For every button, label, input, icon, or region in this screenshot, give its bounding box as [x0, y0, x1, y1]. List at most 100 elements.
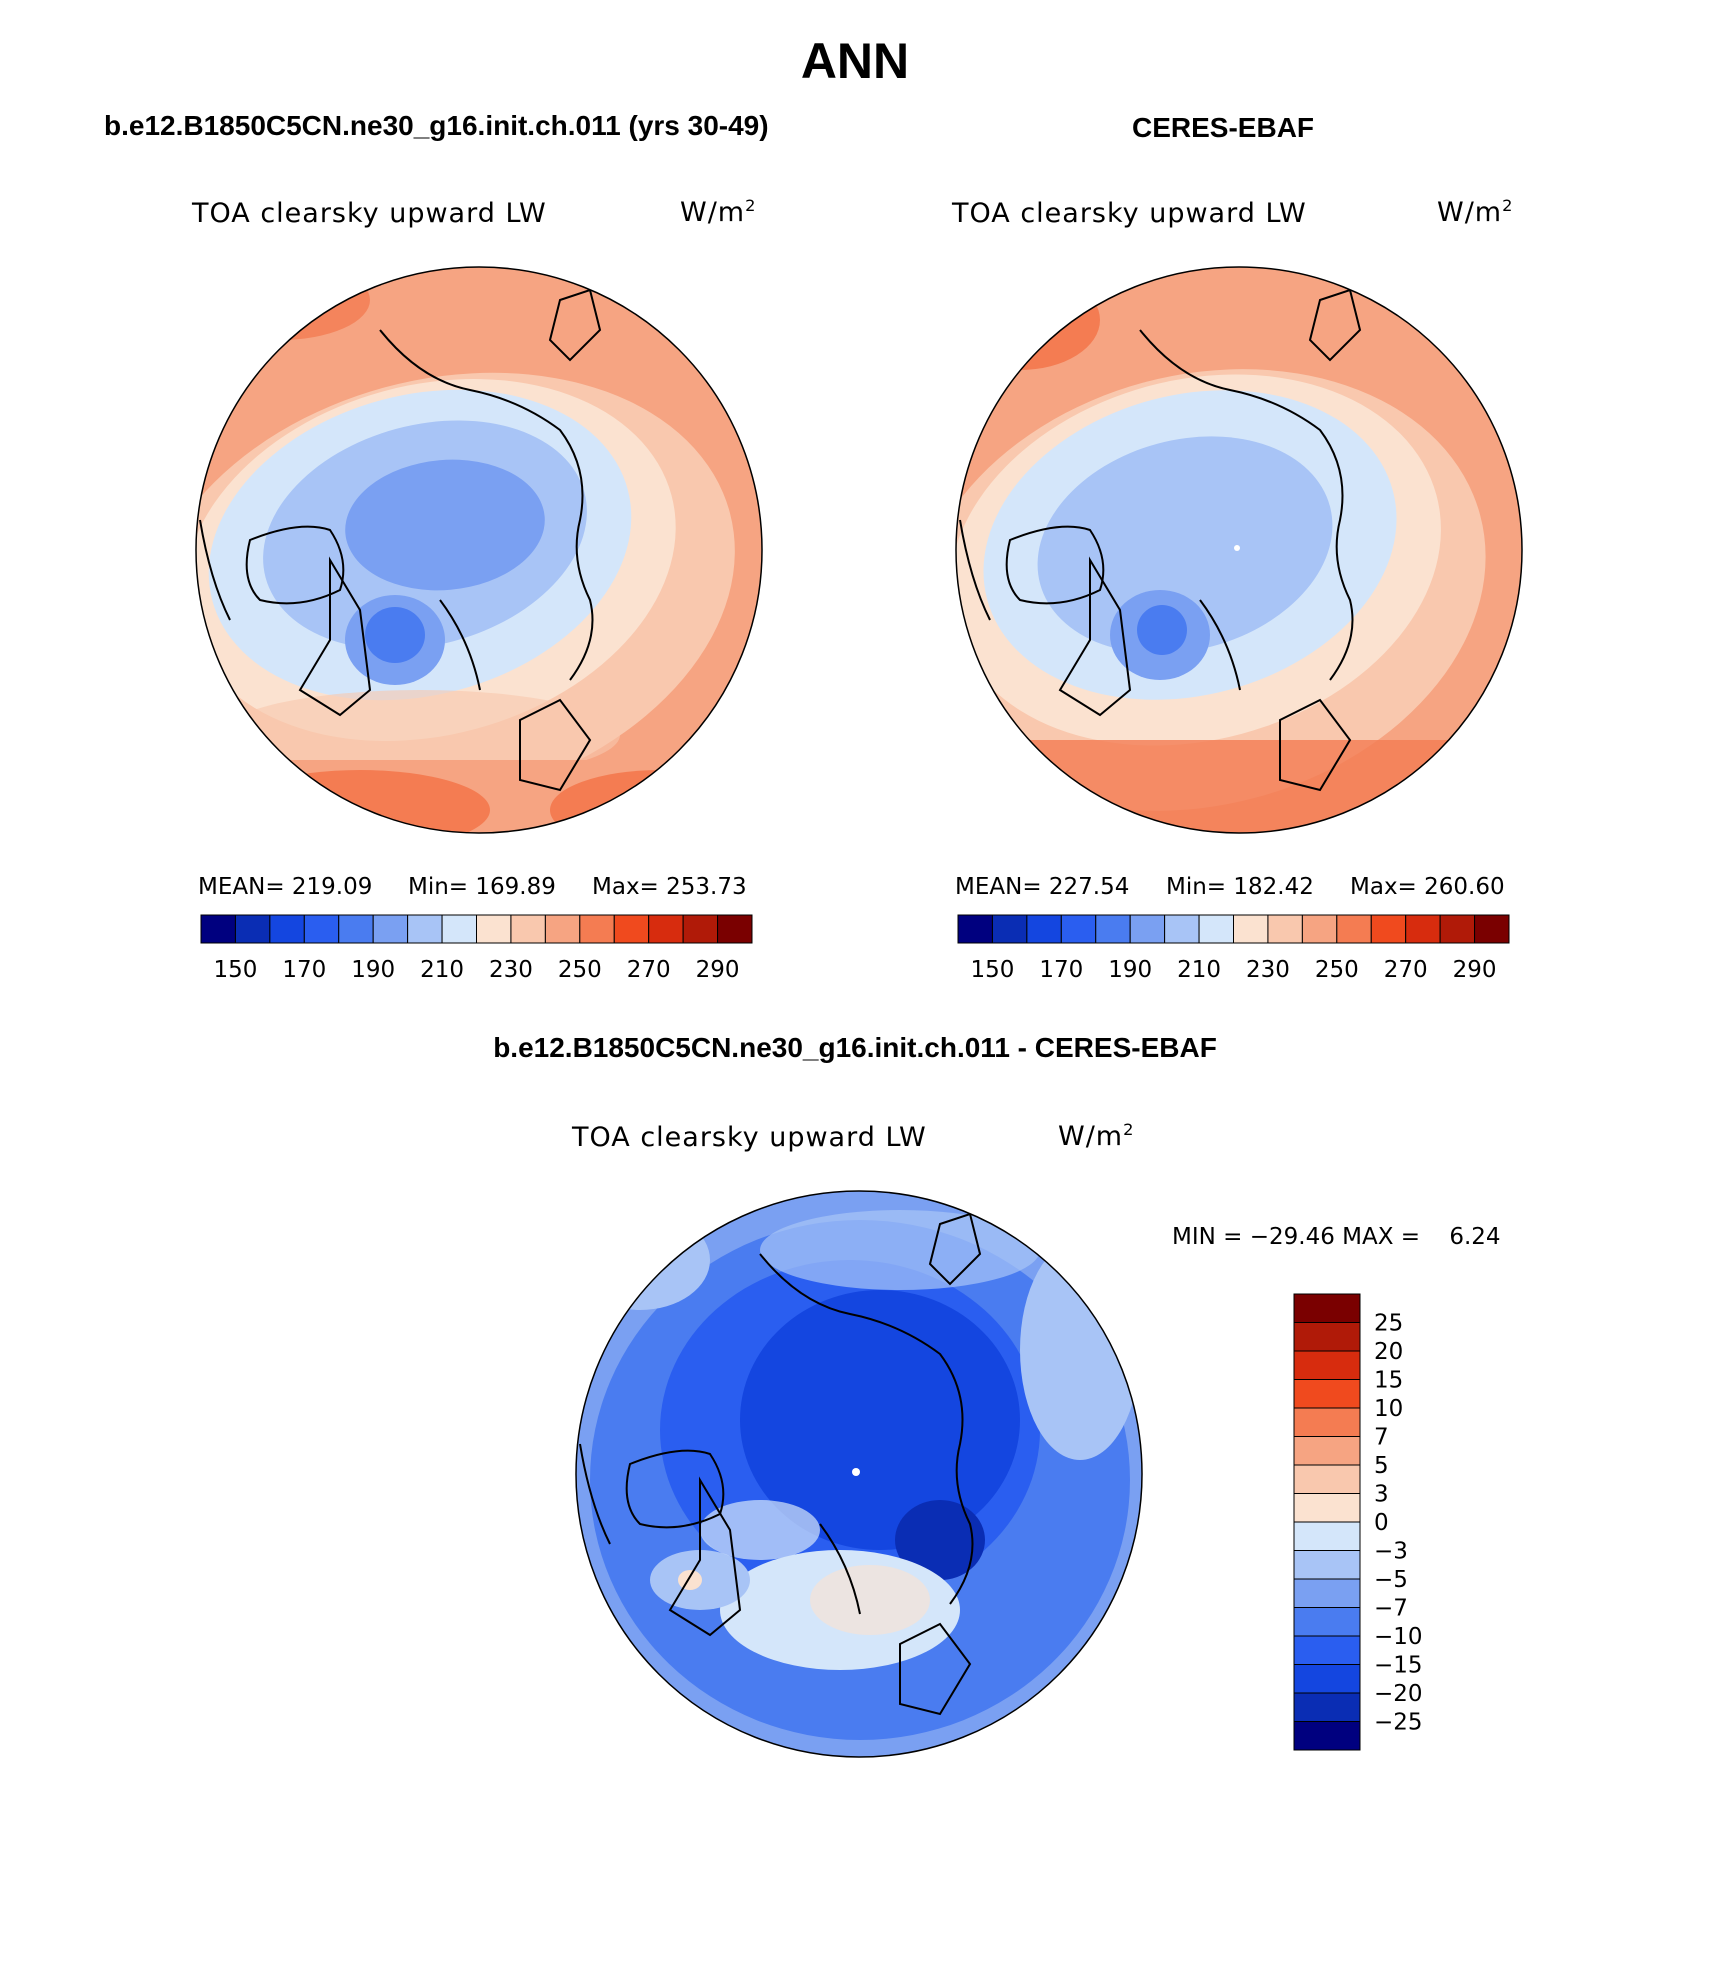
diff-colorbar-box-9 [1293, 1550, 1361, 1580]
diff-colorbar-box-7 [1293, 1493, 1361, 1523]
diff-colorbar-tick-label: 25 [1374, 1311, 1403, 1337]
model-colorbar-box-8 [476, 914, 512, 944]
diff-colorbar-tick-label: 10 [1374, 1396, 1403, 1422]
diff-colorbar-tick-label: −10 [1374, 1624, 1423, 1650]
diff-colorbar-tick-label: 15 [1374, 1368, 1403, 1394]
obs-colorbar-box-4 [1095, 914, 1131, 944]
model-colorbar-tick-label: 250 [558, 957, 602, 983]
model-colorbar-box-10 [544, 914, 581, 944]
obs-colorbar-tick-label: 210 [1177, 957, 1221, 983]
obs-colorbar-box-8 [1233, 914, 1269, 944]
diff-colorbar-tick-label: −15 [1374, 1653, 1423, 1679]
model-mean-text: MEAN= 219.09 [198, 874, 373, 900]
obs-colorbar: 150 170 190 210 230 250 270 290 [957, 914, 1510, 983]
diff-colorbar-box-8 [1293, 1521, 1361, 1551]
diff-colorbar-tick-label: −5 [1374, 1567, 1408, 1593]
obs-colorbar-tick-label: 290 [1453, 957, 1497, 983]
model-colorbar-box-15 [717, 914, 753, 944]
diff-variable-label: TOA clearsky upward LW [572, 1122, 927, 1153]
diff-colorbar-tick-label: 5 [1374, 1453, 1389, 1479]
model-colorbar-tick-label: 150 [213, 957, 257, 983]
diff-colorbar-tick-label: −3 [1374, 1539, 1408, 1565]
obs-min-text: Min= 182.42 [1166, 874, 1314, 900]
diff-colorbar-box-2 [1293, 1350, 1361, 1380]
model-colorbar-box-3 [303, 914, 340, 944]
diff-colorbar-tick-label: −7 [1374, 1596, 1408, 1622]
obs-colorbar-tick-label: 230 [1246, 957, 1290, 983]
model-polar-map [195, 266, 763, 834]
obs-mean-text: MEAN= 227.54 [955, 874, 1130, 900]
obs-colorbar-box-2 [1026, 914, 1062, 944]
obs-colorbar-box-14 [1439, 914, 1476, 944]
model-colorbar-box-4 [338, 914, 374, 944]
diff-units-label: W/m2 [1058, 1120, 1135, 1152]
model-colorbar-box-6 [407, 914, 443, 944]
model-colorbar-tick-label: 170 [282, 957, 326, 983]
diff-colorbar-tick-label: 3 [1374, 1482, 1389, 1508]
model-colorbar-box-13 [648, 914, 684, 944]
diff-colorbar-tick-label: 0 [1374, 1510, 1389, 1536]
model-colorbar-tick-label: 230 [489, 957, 533, 983]
obs-colorbar-tick-label: 270 [1384, 957, 1428, 983]
model-colorbar-tick-label: 290 [696, 957, 740, 983]
obs-colorbar-box-5 [1129, 914, 1166, 944]
diff-panel-title: b.e12.B1850C5CN.ne30_g16.init.ch.011 - C… [493, 1032, 1217, 1063]
diff-colorbar-tick-label: 7 [1374, 1425, 1389, 1451]
obs-units-label: W/m2 [1437, 196, 1514, 228]
obs-colorbar-box-13 [1405, 914, 1441, 944]
diff-colorbar-tick-label: −25 [1374, 1710, 1423, 1736]
diff-minmax-text: MIN = −29.46 MAX = 6.24 [1172, 1224, 1501, 1250]
obs-colorbar-tick-label: 250 [1315, 957, 1359, 983]
model-colorbar-tick-label: 270 [627, 957, 671, 983]
obs-colorbar-box-3 [1060, 914, 1097, 944]
model-units-label: W/m2 [680, 196, 757, 228]
diff-colorbar-tick-label: −20 [1374, 1681, 1423, 1707]
diff-colorbar-box-1 [1293, 1322, 1361, 1352]
obs-colorbar-box-0 [957, 914, 993, 944]
diff-colorbar-box-6 [1293, 1464, 1361, 1494]
model-colorbar-box-9 [510, 914, 546, 944]
obs-variable-label: TOA clearsky upward LW [952, 198, 1307, 229]
model-colorbar: 150 170 190 210 230 250 270 290 [200, 914, 753, 983]
model-colorbar-box-5 [372, 914, 409, 944]
obs-colorbar-box-15 [1474, 914, 1510, 944]
diff-colorbar-box-15 [1293, 1721, 1361, 1751]
diff-colorbar-box-11 [1293, 1607, 1361, 1637]
model-colorbar-box-14 [682, 914, 719, 944]
model-colorbar-tick-label: 190 [351, 957, 395, 983]
model-max-text: Max= 253.73 [592, 874, 747, 900]
obs-colorbar-tick-label: 170 [1039, 957, 1083, 983]
obs-colorbar-box-11 [1336, 914, 1372, 944]
model-variable-label: TOA clearsky upward LW [192, 198, 547, 229]
model-colorbar-box-2 [269, 914, 305, 944]
diff-polar-map [575, 1190, 1143, 1758]
diff-colorbar-box-14 [1293, 1692, 1361, 1722]
diff-colorbar-box-13 [1293, 1664, 1361, 1694]
obs-colorbar-box-6 [1164, 914, 1200, 944]
figure-title: ANN [800, 33, 910, 89]
diff-colorbar-box-12 [1293, 1635, 1361, 1665]
diff-colorbar-box-4 [1293, 1407, 1361, 1437]
model-colorbar-box-7 [441, 914, 477, 944]
model-colorbar-box-11 [579, 914, 615, 944]
model-panel-title: b.e12.B1850C5CN.ne30_g16.init.ch.011 (yr… [104, 110, 769, 141]
obs-panel-title: CERES-EBAF [1132, 112, 1315, 143]
obs-colorbar-box-12 [1370, 914, 1407, 944]
diff-colorbar-box-3 [1293, 1379, 1361, 1409]
obs-colorbar-box-10 [1301, 914, 1338, 944]
obs-colorbar-box-7 [1198, 914, 1234, 944]
obs-colorbar-tick-label: 150 [970, 957, 1014, 983]
obs-colorbar-box-1 [991, 914, 1028, 944]
model-min-text: Min= 169.89 [408, 874, 556, 900]
obs-polar-map [955, 266, 1523, 834]
diff-colorbar-box-0 [1293, 1293, 1361, 1323]
diff-colorbar-box-10 [1293, 1578, 1361, 1608]
diff-colorbar-tick-label: 20 [1374, 1339, 1403, 1365]
model-colorbar-tick-label: 210 [420, 957, 464, 983]
model-colorbar-box-1 [234, 914, 271, 944]
diff-colorbar-box-5 [1293, 1436, 1361, 1466]
obs-colorbar-tick-label: 190 [1108, 957, 1152, 983]
model-colorbar-box-12 [613, 914, 650, 944]
